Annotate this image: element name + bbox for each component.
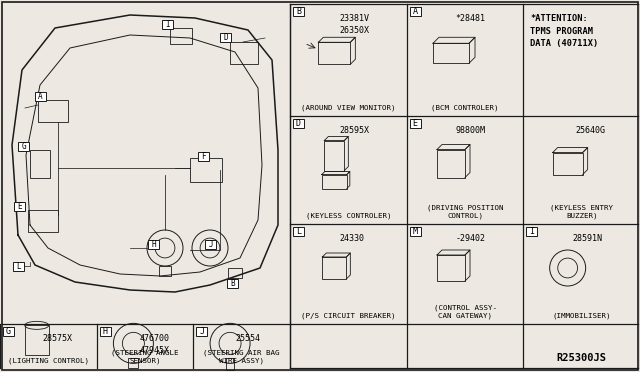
Text: D: D [296, 119, 301, 128]
Bar [170, 28, 192, 44]
Bar [148, 240, 159, 249]
Bar [410, 7, 420, 16]
Bar [318, 42, 350, 64]
Text: B: B [296, 7, 301, 16]
Text: J: J [199, 327, 204, 336]
Bar [293, 7, 304, 16]
Text: I: I [529, 227, 534, 236]
Bar [410, 119, 420, 128]
Text: I: I [165, 20, 170, 29]
Bar [228, 268, 242, 278]
Text: (CONTROL ASSY-
CAN GATEWAY): (CONTROL ASSY- CAN GATEWAY) [433, 305, 497, 319]
Bar [129, 358, 138, 368]
Text: (STEERING ANGLE
SENSOR): (STEERING ANGLE SENSOR) [111, 350, 179, 364]
Bar [526, 227, 538, 236]
Text: 476700
47945X: 476700 47945X [140, 334, 169, 355]
Text: L: L [16, 262, 21, 271]
Bar [226, 358, 234, 371]
Bar [410, 227, 420, 236]
Text: (LIGHTING CONTROL): (LIGHTING CONTROL) [8, 357, 89, 364]
Bar [190, 158, 222, 182]
Text: A: A [413, 7, 418, 16]
Text: 23381V
26350X: 23381V 26350X [339, 14, 369, 35]
Bar [230, 42, 258, 64]
Bar [25, 326, 49, 355]
Bar [28, 210, 58, 232]
Bar [3, 327, 14, 336]
Text: H: H [151, 240, 156, 249]
Bar [38, 100, 68, 122]
Text: E: E [17, 202, 22, 211]
Text: (P/S CIRCUIT BREAKER): (P/S CIRCUIT BREAKER) [301, 312, 396, 319]
Bar [293, 227, 304, 236]
Text: 24330: 24330 [339, 234, 364, 243]
Text: (KEYLESS CONTROLER): (KEYLESS CONTROLER) [305, 212, 391, 219]
Bar [100, 327, 111, 336]
Bar [227, 279, 238, 288]
Text: (KEYLESS ENTRY
BUZZER): (KEYLESS ENTRY BUZZER) [550, 205, 613, 219]
Bar [35, 92, 46, 101]
Bar [198, 152, 209, 161]
Bar [13, 262, 24, 271]
Text: J: J [208, 240, 213, 249]
Bar [553, 153, 582, 174]
Text: M: M [413, 227, 418, 236]
Bar [323, 257, 346, 279]
Bar [293, 119, 304, 128]
Text: 25554: 25554 [236, 334, 261, 343]
Bar [14, 202, 25, 211]
Bar [437, 255, 465, 281]
Text: 98800M: 98800M [456, 126, 486, 135]
Bar [322, 174, 347, 189]
Text: 28595X: 28595X [339, 126, 369, 135]
Text: 25640G: 25640G [576, 126, 606, 135]
Text: R25300JS: R25300JS [557, 353, 607, 363]
Bar [324, 141, 344, 170]
Bar [162, 20, 173, 29]
Bar [220, 33, 231, 42]
Bar [196, 327, 207, 336]
Text: (STEERING AIR BAG
WIRE ASSY): (STEERING AIR BAG WIRE ASSY) [204, 350, 280, 364]
Bar [159, 266, 171, 276]
Text: 28591N: 28591N [572, 234, 602, 243]
Text: (IMMOBILISER): (IMMOBILISER) [552, 312, 611, 319]
Text: *ATTENTION:
TPMS PROGRAM
DATA (40711X): *ATTENTION: TPMS PROGRAM DATA (40711X) [531, 14, 598, 48]
Text: D: D [223, 33, 228, 42]
Text: F: F [201, 152, 206, 161]
Text: -29402: -29402 [456, 234, 486, 243]
Text: *28481: *28481 [456, 14, 486, 23]
Text: L: L [296, 227, 301, 236]
Text: G: G [6, 327, 11, 336]
Text: (DRIVING POSITION
CONTROL): (DRIVING POSITION CONTROL) [427, 205, 503, 219]
Text: A: A [38, 92, 43, 101]
Bar [437, 150, 465, 177]
Text: (BCM CONTROLER): (BCM CONTROLER) [431, 105, 499, 111]
Bar [18, 142, 29, 151]
Text: (AROUND VIEW MONITOR): (AROUND VIEW MONITOR) [301, 105, 396, 111]
Text: 28575X: 28575X [42, 334, 72, 343]
Bar [205, 240, 216, 249]
Text: G: G [21, 142, 26, 151]
Bar [433, 43, 469, 63]
Text: B: B [230, 279, 235, 288]
Text: E: E [413, 119, 418, 128]
Bar [30, 150, 50, 178]
Text: H: H [102, 327, 108, 336]
